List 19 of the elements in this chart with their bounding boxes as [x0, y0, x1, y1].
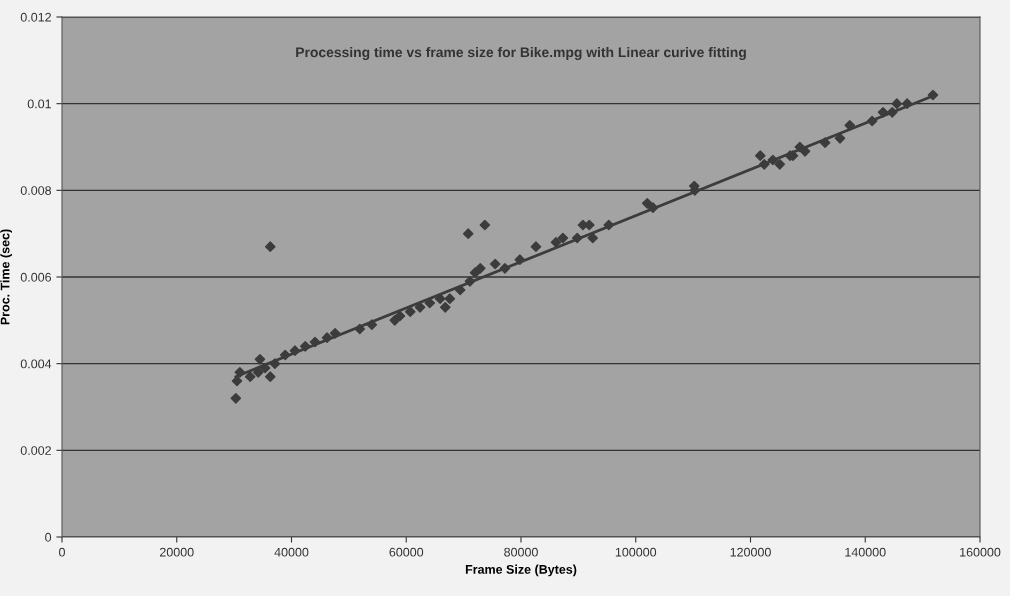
x-tick-label: 20000 [160, 547, 194, 557]
x-tick-label: 80000 [504, 547, 538, 557]
x-tick-label: 160000 [960, 547, 1001, 557]
y-axis-title: Proc. Time (sec) [0, 229, 12, 325]
x-tick-label: 0 [59, 547, 65, 557]
y-tick-label: 0.008 [20, 186, 52, 195]
x-tick-label: 60000 [389, 547, 424, 557]
text: Processing time vs frame size for Bike.mpg with Linear curive fitting [296, 47, 746, 61]
y-tick-label: 0.006 [20, 272, 52, 282]
x-tick-label: 40000 [274, 547, 309, 557]
x-tick-label: 120000 [730, 547, 771, 557]
x-tick-label: 100000 [615, 547, 657, 557]
y-tick-label: 0 [45, 532, 52, 542]
y-tick-label: 0.012 [20, 12, 51, 22]
y-tick-label: 0.004 [20, 359, 52, 369]
x-axis-title: Frame Size (Bytes) [465, 564, 577, 577]
y-tick-label: 0.01 [27, 99, 51, 109]
x-tick-label: 140000 [845, 547, 886, 557]
y-tick-label: 0.002 [20, 446, 51, 455]
